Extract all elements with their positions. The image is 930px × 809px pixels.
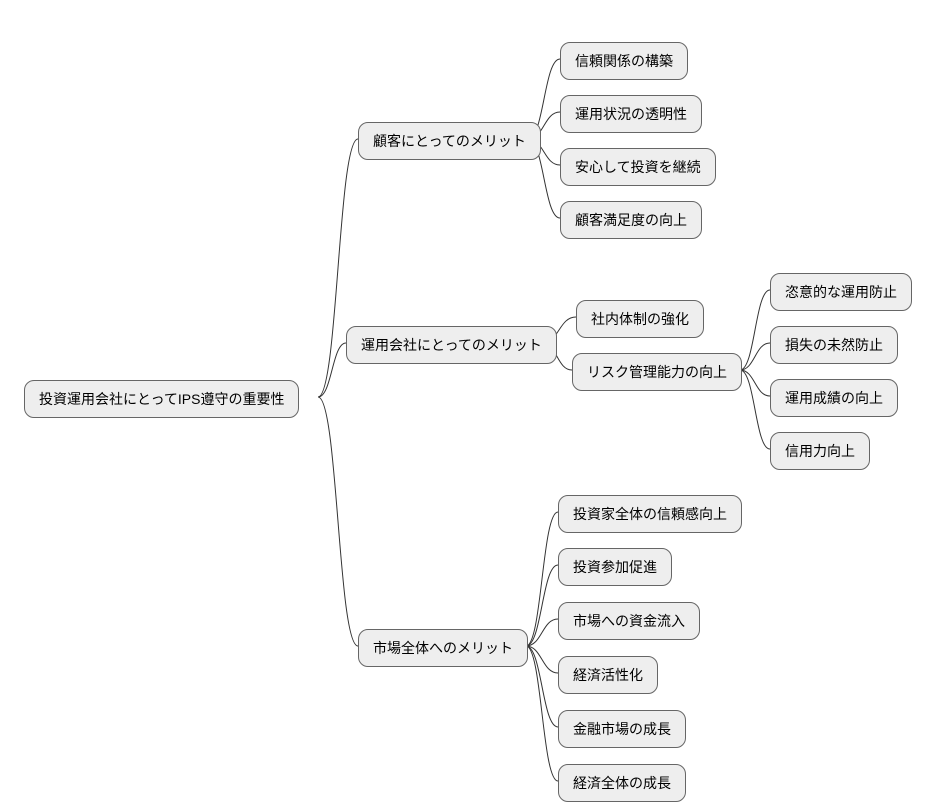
tree-node: 運用会社にとってのメリット xyxy=(346,326,557,364)
tree-edge xyxy=(526,512,558,646)
tree-node: 運用成績の向上 xyxy=(770,379,898,417)
tree-node: 損失の未然防止 xyxy=(770,326,898,364)
tree-edge xyxy=(740,370,770,396)
tree-node: 運用状況の透明性 xyxy=(560,95,702,133)
tree-node: 投資運用会社にとってIPS遵守の重要性 xyxy=(24,380,299,418)
tree-edge xyxy=(740,290,770,370)
tree-edge xyxy=(740,370,770,449)
tree-node: 信用力向上 xyxy=(770,432,870,470)
tree-node: 市場全体へのメリット xyxy=(358,629,528,667)
tree-node: 金融市場の成長 xyxy=(558,710,686,748)
tree-node: 顧客にとってのメリット xyxy=(358,122,541,160)
tree-edge xyxy=(740,343,770,370)
tree-node: 顧客満足度の向上 xyxy=(560,201,702,239)
tree-node: 経済活性化 xyxy=(558,656,658,694)
tree-edge xyxy=(526,646,558,781)
tree-edge xyxy=(318,397,358,646)
tree-node: リスク管理能力の向上 xyxy=(572,353,742,391)
tree-node: 安心して投資を継続 xyxy=(560,148,716,186)
tree-edge xyxy=(526,646,558,673)
tree-edge xyxy=(526,646,558,727)
tree-edge xyxy=(526,619,558,646)
tree-node: 市場への資金流入 xyxy=(558,602,700,640)
tree-node: 投資参加促進 xyxy=(558,548,672,586)
tree-node: 投資家全体の信頼感向上 xyxy=(558,495,742,533)
tree-edge xyxy=(318,343,346,397)
tree-node: 恣意的な運用防止 xyxy=(770,273,912,311)
tree-node: 社内体制の強化 xyxy=(576,300,704,338)
tree-node: 経済全体の成長 xyxy=(558,764,686,802)
tree-edge xyxy=(526,565,558,646)
tree-node: 信頼関係の構築 xyxy=(560,42,688,80)
